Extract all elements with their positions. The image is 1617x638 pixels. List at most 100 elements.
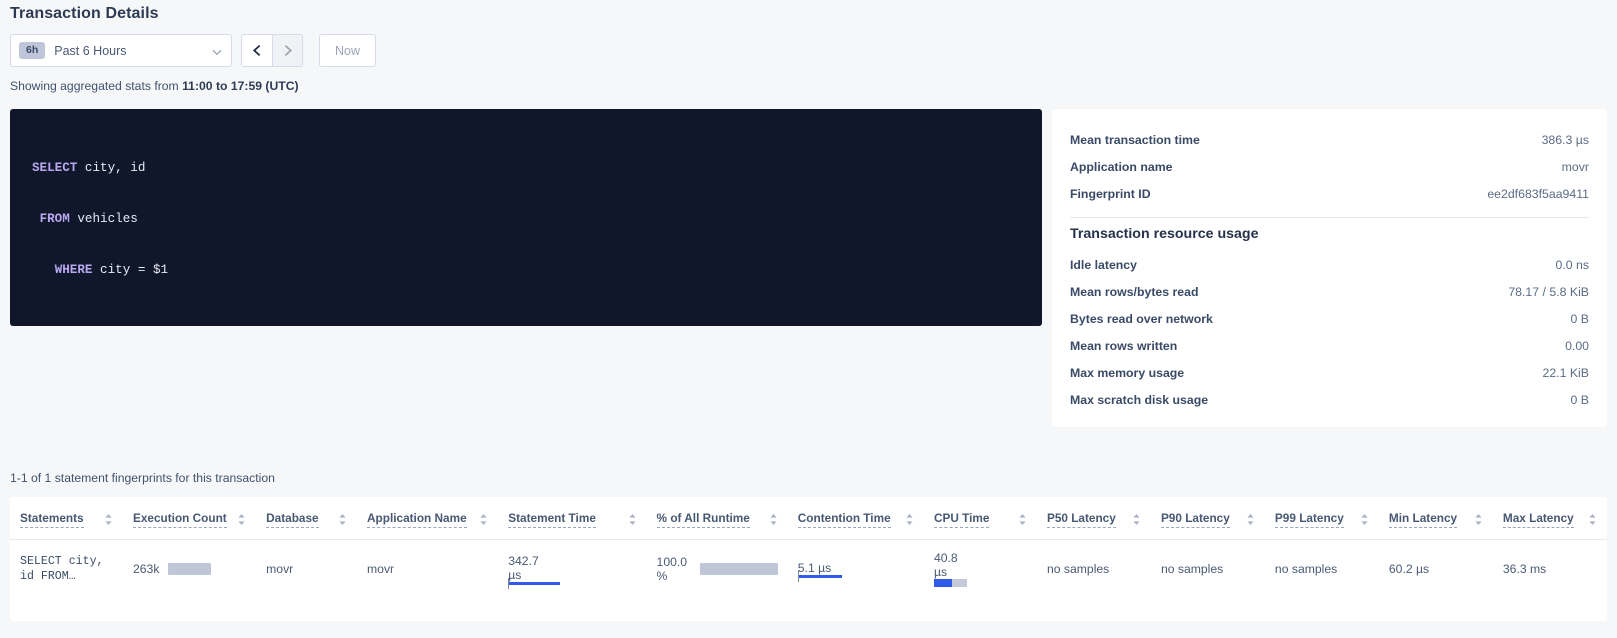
usage-value: 0 B: [1570, 311, 1589, 326]
column-header-statement-time[interactable]: Statement Time: [498, 497, 647, 540]
sort-icon[interactable]: [1246, 513, 1255, 526]
cell-statement[interactable]: SELECT city, id FROM…: [10, 540, 123, 601]
divider: [1070, 217, 1589, 218]
cell-p90-latency: no samples: [1160, 562, 1224, 576]
table-header: Statements Execution Count Database Appl…: [10, 497, 1607, 540]
time-toolbar: 6h Past 6 Hours Now: [10, 34, 377, 67]
column-label: % of All Runtime: [656, 511, 750, 528]
time-nav-buttons: [241, 34, 303, 67]
statement-time-bar: [508, 577, 636, 589]
statement-time-value: 342.7: [508, 553, 539, 568]
sort-icon[interactable]: [1474, 513, 1483, 526]
usage-row: Mean rows/bytes read 78.17 / 5.8 KiB: [1070, 278, 1589, 305]
sort-icon[interactable]: [338, 513, 347, 526]
transaction-summary-card: Mean transaction time 386.3 µs Applicati…: [1052, 109, 1607, 427]
usage-label: Idle latency: [1070, 257, 1137, 272]
sort-icon[interactable]: [1132, 513, 1141, 526]
column-label: P99 Latency: [1274, 511, 1344, 528]
previous-period-button[interactable]: [241, 34, 272, 67]
now-button[interactable]: Now: [319, 34, 377, 67]
column-label: Statements: [20, 511, 84, 528]
next-period-button[interactable]: [272, 34, 303, 67]
cell-execution-count: 263k: [123, 540, 256, 601]
time-range-label: Past 6 Hours: [54, 43, 127, 58]
usage-value: 22.1 KiB: [1542, 365, 1590, 380]
showing-range: 11:00 to 17:59 (UTC): [182, 79, 299, 93]
column-label: Contention Time: [797, 511, 891, 528]
usage-label: Bytes read over network: [1070, 311, 1213, 326]
sql-keyword: FROM: [39, 212, 70, 226]
column-header-application-name[interactable]: Application Name: [357, 497, 499, 540]
sql-line: SELECT city, id: [32, 160, 1020, 177]
cell-statement-time: 342.7 µs: [498, 540, 646, 601]
usage-value: 0 B: [1570, 392, 1589, 407]
column-label: Execution Count: [132, 511, 227, 528]
usage-label: Max memory usage: [1070, 365, 1185, 380]
sql-text: city = $1: [92, 263, 169, 277]
cell-max-latency: 36.3 ms: [1502, 562, 1547, 576]
statement-line-1: SELECT city,: [20, 555, 104, 568]
column-header-execution-count[interactable]: Execution Count: [122, 497, 257, 540]
column-label: CPU Time: [933, 511, 990, 528]
column-header-max-latency[interactable]: Max Latency: [1492, 497, 1607, 540]
contention-time-bar: [797, 570, 914, 582]
pct-runtime-unit: %: [656, 569, 668, 583]
sort-icon[interactable]: [104, 513, 113, 526]
column-label: Application Name: [367, 511, 467, 528]
execution-count-value: 263k: [132, 562, 160, 576]
cell-cpu-time: 40.8 µs: [924, 540, 1037, 601]
cell-p99-latency: no samples: [1274, 562, 1338, 576]
sort-icon[interactable]: [1360, 513, 1369, 526]
column-header-cpu-time[interactable]: CPU Time: [923, 497, 1037, 540]
usage-label: Max scratch disk usage: [1070, 392, 1209, 407]
summary-value: movr: [1561, 159, 1589, 174]
time-range-picker[interactable]: 6h Past 6 Hours: [10, 34, 232, 67]
column-header-contention-time[interactable]: Contention Time: [787, 497, 924, 540]
sort-icon[interactable]: [1588, 513, 1597, 526]
summary-label: Fingerprint ID: [1070, 186, 1151, 201]
table-row[interactable]: SELECT city, id FROM… 263k movr movr 342…: [10, 540, 1607, 601]
showing-prefix: Showing aggregated stats from: [10, 79, 183, 93]
sort-icon[interactable]: [479, 513, 488, 526]
sort-icon[interactable]: [1018, 513, 1027, 526]
summary-row: Application name movr: [1070, 153, 1589, 180]
statements-table: Statements Execution Count Database Appl…: [10, 497, 1607, 600]
cell-application-name: movr: [367, 562, 395, 576]
cpu-time-value: 40.8: [933, 551, 958, 565]
pct-runtime-value: 100.0: [656, 555, 688, 569]
usage-label: Mean rows written: [1070, 338, 1178, 353]
sort-icon[interactable]: [237, 513, 246, 526]
cell-contention-time: 5.1 µs: [788, 540, 924, 601]
column-header-p99-latency[interactable]: P99 Latency: [1264, 497, 1379, 540]
time-range-badge: 6h: [19, 42, 46, 59]
summary-row: Fingerprint ID ee2df683f5aa9411: [1070, 180, 1589, 207]
statements-table-card: Statements Execution Count Database Appl…: [10, 497, 1607, 621]
column-header-pct-all-runtime[interactable]: % of All Runtime: [646, 497, 788, 540]
page-title: Transaction Details: [10, 5, 159, 22]
sort-icon[interactable]: [769, 513, 778, 526]
column-header-statements[interactable]: Statements: [10, 497, 123, 540]
column-header-min-latency[interactable]: Min Latency: [1378, 497, 1493, 540]
result-count-label: 1-1 of 1 statement fingerprints for this…: [10, 471, 275, 485]
usage-row: Mean rows written 0.00: [1070, 332, 1589, 359]
column-header-p90-latency[interactable]: P90 Latency: [1150, 497, 1265, 540]
sort-icon[interactable]: [628, 513, 637, 526]
cpu-time-unit: µs: [933, 565, 948, 579]
sql-line: FROM vehicles: [32, 211, 1020, 228]
column-label: P90 Latency: [1160, 511, 1230, 528]
summary-label: Mean transaction time: [1070, 132, 1200, 147]
pct-runtime-bar: [699, 563, 778, 575]
usage-row: Max memory usage 22.1 KiB: [1070, 359, 1589, 386]
column-header-p50-latency[interactable]: P50 Latency: [1036, 497, 1151, 540]
cell-database: movr: [266, 562, 294, 576]
sql-indent: [32, 263, 55, 277]
usage-value: 0.0 ns: [1555, 257, 1590, 272]
usage-row: Bytes read over network 0 B: [1070, 305, 1589, 332]
column-label: Max Latency: [1502, 511, 1574, 528]
summary-label: Application name: [1070, 159, 1173, 174]
sql-indent: [32, 212, 40, 226]
column-header-database[interactable]: Database: [256, 497, 358, 540]
sort-icon[interactable]: [905, 513, 914, 526]
sql-text: vehicles: [69, 212, 138, 226]
cell-min-latency: 60.2 µs: [1388, 562, 1430, 576]
